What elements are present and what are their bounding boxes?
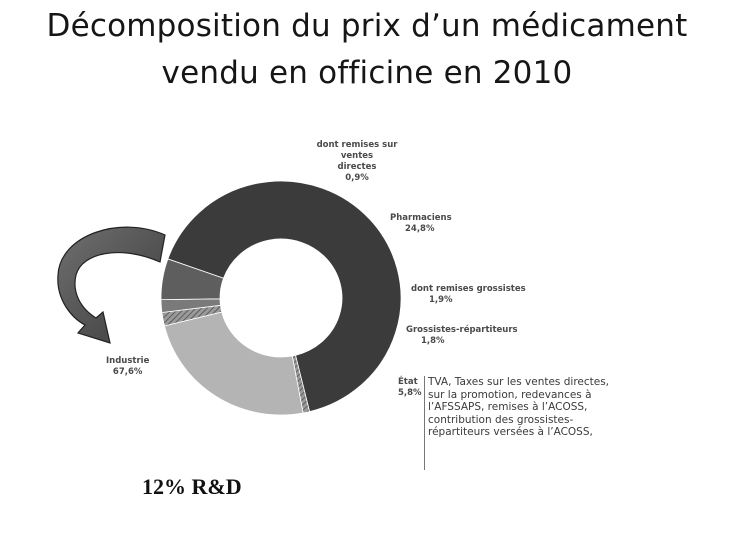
etat-note-line: contribution des grossistes- bbox=[428, 413, 574, 426]
curved-arrow-icon bbox=[57, 226, 166, 344]
etat-note-line: répartiteurs versées à l’ACOSS, bbox=[428, 426, 593, 438]
label-remises-directes: dont remises sur ventes directes 0,9% bbox=[316, 140, 398, 183]
etat-note-line: TVA, Taxes sur les ventes directes, bbox=[428, 376, 610, 388]
label-pharmaciens: Pharmaciens 24,8% bbox=[390, 213, 452, 234]
label-remises-grossistes: dont remises grossistes 1,9% bbox=[411, 284, 526, 305]
etat-note-line: sur la promotion, redevances à bbox=[428, 388, 592, 401]
donut-slice-état bbox=[160, 258, 225, 301]
rd-annotation: 12% R&D bbox=[142, 474, 242, 499]
etat-note: TVA, Taxes sur les ventes directes, sur … bbox=[424, 376, 634, 470]
label-etat: État 5,8% bbox=[398, 377, 422, 398]
etat-note-line: l’AFSSAPS, remises à l’ACOSS, bbox=[428, 401, 588, 413]
donut-slice-industrie bbox=[167, 180, 402, 413]
chart-title-line2: vendu en officine en 2010 bbox=[161, 55, 573, 91]
donut-slice-pharmaciens bbox=[163, 311, 304, 416]
chart-title-line1: Décomposition du prix d’un médicament bbox=[46, 8, 688, 44]
label-industrie: Industrie 67,6% bbox=[106, 356, 150, 377]
label-grossistes: Grossistes-répartiteurs 1,8% bbox=[406, 325, 518, 346]
